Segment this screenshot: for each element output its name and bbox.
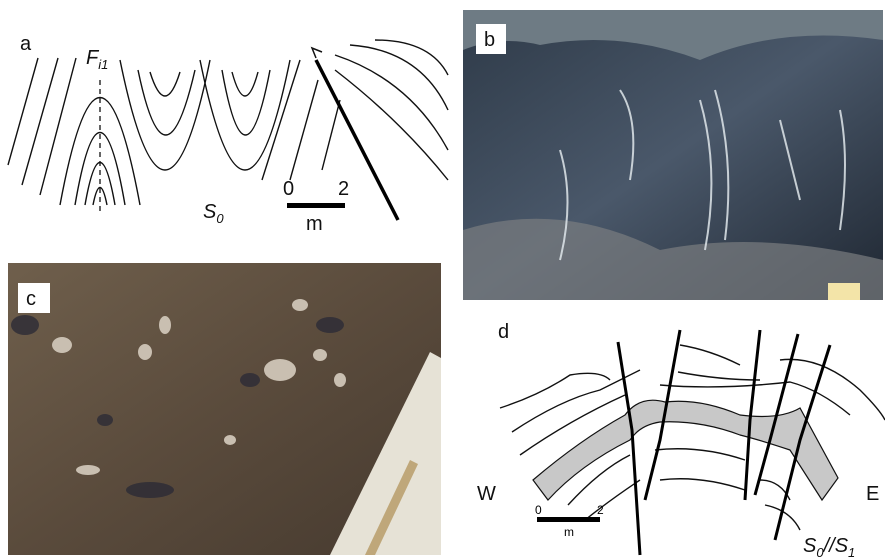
photo-card [828, 283, 860, 300]
scale-unit: m [306, 213, 323, 235]
panel-label: b [484, 29, 495, 51]
fault-arrow [312, 48, 322, 58]
scale-bar [537, 517, 600, 522]
fold-sketch [8, 40, 448, 205]
fault [316, 60, 398, 220]
panel-a: a Fi1 S0 0 2 m [8, 33, 448, 235]
marker-bed [533, 400, 838, 500]
faults [618, 330, 830, 555]
panel-b: b [463, 10, 883, 300]
scale-start: 0 [535, 503, 542, 517]
panel-label: c [26, 288, 36, 310]
bedding-lines [500, 345, 885, 530]
bedding-label: S0 [203, 201, 224, 226]
scale-unit: m [564, 525, 574, 539]
panel-label: d [498, 321, 509, 343]
fold-label: Fi1 [86, 47, 108, 72]
scale-end: 2 [338, 178, 349, 200]
figure: a Fi1 S0 0 2 m b c [0, 0, 885, 557]
scale-bar [287, 203, 345, 208]
panel-label: a [20, 33, 32, 55]
scale-start: 0 [283, 178, 294, 200]
west-label: W [477, 483, 496, 505]
panel-c: c [8, 263, 441, 555]
scale-end: 2 [597, 503, 604, 517]
foliation-label: S0//S1 [803, 535, 855, 557]
panel-d: d W E 0 2 m S0//S1 [477, 321, 885, 557]
east-label: E [866, 483, 879, 505]
